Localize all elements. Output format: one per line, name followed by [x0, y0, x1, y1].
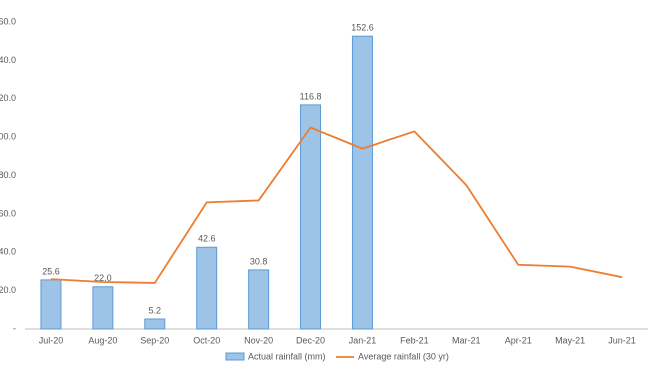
- x-tick-label: Dec-20: [296, 335, 325, 345]
- bar: [248, 269, 270, 330]
- bar: [40, 279, 62, 330]
- x-tick-label: May-21: [555, 335, 585, 345]
- x-tick-label: Jun-21: [608, 335, 636, 345]
- x-tick-label: Mar-21: [452, 335, 481, 345]
- legend-swatch: [225, 352, 245, 361]
- legend-label: Actual rainfall (mm): [248, 351, 326, 361]
- value-label: 5.2: [149, 305, 162, 315]
- y-tick-label: 100.0: [0, 132, 16, 142]
- bar: [92, 286, 114, 330]
- y-tick-label: 120.0: [0, 93, 16, 103]
- y-tick-label: 40.0: [0, 247, 16, 257]
- value-label: 25.6: [42, 266, 60, 276]
- y-tick-label: 60.0: [0, 208, 16, 218]
- value-label: 22.0: [94, 273, 112, 283]
- x-tick-label: Oct-20: [193, 335, 220, 345]
- line: [50, 126, 623, 284]
- y-tick-label: 160.0: [0, 16, 16, 26]
- x-tick-label: Feb-21: [400, 335, 429, 345]
- legend-label: Average rainfall (30 yr): [358, 351, 449, 361]
- value-label: 30.8: [250, 256, 268, 266]
- y-tick-label: -: [13, 323, 16, 333]
- x-tick-label: Aug-20: [88, 335, 117, 345]
- x-tick-label: Sep-20: [140, 335, 169, 345]
- x-tick-label: Jan-21: [349, 335, 377, 345]
- value-label: 116.8: [300, 91, 322, 101]
- x-tick-label: Apr-21: [505, 335, 532, 345]
- bar: [351, 35, 373, 330]
- y-tick-label: 20.0: [0, 285, 16, 295]
- value-label: 152.6: [351, 23, 374, 33]
- bar: [144, 318, 166, 330]
- bar: [300, 104, 322, 330]
- y-tick-label: 80.0: [0, 170, 16, 180]
- x-tick-label: Nov-20: [244, 335, 273, 345]
- value-label: 42.6: [198, 234, 216, 244]
- bar: [196, 246, 218, 330]
- x-tick-label: Jul-20: [39, 335, 64, 345]
- y-tick-label: 140.0: [0, 55, 16, 65]
